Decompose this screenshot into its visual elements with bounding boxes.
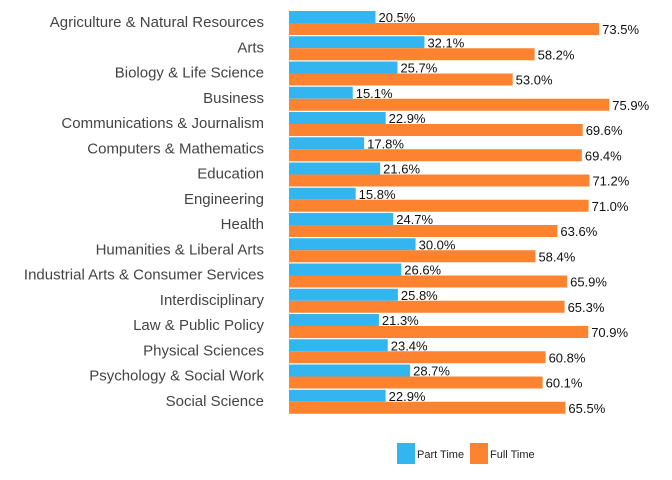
value-label-full-time: 53.0% (516, 73, 553, 88)
bar-part-time (289, 238, 416, 251)
legend-label-full-time: Full Time (490, 449, 535, 461)
value-label-full-time: 58.4% (538, 249, 575, 264)
category-label: Agriculture & Natural Resources (50, 14, 264, 31)
bar-full-time (289, 225, 558, 237)
bar-part-time (289, 61, 398, 74)
value-label-part-time: 15.1% (356, 86, 393, 101)
bar-part-time (289, 263, 402, 276)
category-label: Arts (237, 39, 264, 56)
category-label: Engineering (184, 191, 264, 208)
value-label-part-time: 15.8% (359, 187, 396, 202)
value-label-part-time: 17.8% (367, 136, 404, 151)
bar-full-time (289, 199, 589, 212)
value-label-part-time: 25.8% (401, 288, 438, 303)
bar-part-time (289, 11, 376, 23)
value-label-part-time: 20.5% (379, 10, 416, 25)
bar-full-time (289, 73, 513, 86)
legend-swatch-part-time (397, 443, 415, 464)
bar-part-time (289, 36, 425, 49)
legend: Part Time Full Time (397, 443, 535, 464)
category-label: Communications & Journalism (61, 115, 264, 132)
value-label-part-time: 21.3% (382, 313, 419, 328)
bar-full-time (289, 250, 536, 263)
category-label: Computers & Mathematics (87, 140, 264, 157)
value-label-full-time: 70.9% (591, 325, 628, 340)
bar-part-time (289, 288, 398, 301)
bar-full-time (289, 351, 546, 364)
value-label-full-time: 75.9% (612, 98, 649, 113)
value-label-part-time: 23.4% (391, 338, 428, 353)
value-label-part-time: 21.6% (383, 162, 420, 177)
bar-full-time (289, 149, 582, 162)
bar-part-time (289, 137, 365, 150)
value-label-full-time: 69.4% (585, 148, 622, 163)
category-label: Industrial Arts & Consumer Services (24, 267, 264, 284)
value-label-full-time: 63.6% (560, 224, 597, 239)
value-label-part-time: 24.7% (396, 212, 433, 227)
value-label-part-time: 30.0% (419, 237, 456, 252)
category-label: Law & Public Policy (133, 317, 264, 334)
category-label: Health (221, 216, 264, 233)
value-label-full-time: 65.9% (570, 275, 607, 290)
bar-full-time (289, 376, 543, 389)
bar-full-time (289, 326, 589, 338)
bar-full-time (289, 98, 610, 111)
value-label-full-time: 65.3% (568, 300, 605, 315)
category-label: Physical Sciences (143, 342, 264, 359)
bar-full-time (289, 300, 565, 313)
value-label-full-time: 71.0% (592, 199, 629, 214)
value-label-full-time: 69.6% (586, 123, 623, 138)
value-label-full-time: 60.8% (549, 350, 586, 365)
value-label-part-time: 32.1% (427, 35, 464, 50)
category-label: Humanities & Liberal Arts (96, 241, 264, 258)
category-label: Education (197, 166, 264, 183)
category-label: Biology & Life Science (115, 65, 264, 82)
legend-swatch-full-time (470, 443, 488, 464)
bar-part-time (289, 162, 381, 175)
value-label-part-time: 26.6% (404, 263, 441, 278)
bar-part-time (289, 389, 386, 402)
value-label-part-time: 22.9% (389, 389, 426, 404)
category-labels: Agriculture & Natural Resources Arts Biolo… (24, 14, 265, 410)
bar-full-time (289, 174, 590, 187)
value-label-part-time: 28.7% (413, 364, 450, 379)
bar-part-time (289, 187, 356, 200)
category-label: Business (203, 90, 264, 107)
bar-full-time (289, 48, 535, 61)
bar-part-time (289, 339, 388, 352)
bar-full-time (289, 275, 568, 288)
bar-part-time (289, 86, 353, 99)
bar-part-time (289, 112, 386, 124)
legend-label-part-time: Part Time (417, 449, 464, 461)
value-label-full-time: 58.2% (538, 47, 575, 62)
value-label-full-time: 65.5% (568, 401, 605, 416)
bar-part-time (289, 213, 394, 225)
value-labels: 20.5% 73.5% 32.1% 58.2% 25.7% 53.0% 15.1% 75.9%… (356, 10, 650, 416)
bar-part-time (289, 364, 411, 377)
value-label-part-time: 22.9% (389, 111, 426, 126)
bar-full-time (289, 23, 600, 35)
bar-full-time (289, 124, 583, 136)
category-label: Interdisciplinary (160, 292, 265, 309)
category-label: Social Science (166, 393, 264, 410)
value-label-full-time: 60.1% (546, 376, 583, 391)
value-label-part-time: 25.7% (400, 61, 437, 76)
category-label: Psychology & Social Work (89, 368, 264, 385)
value-label-full-time: 73.5% (602, 22, 639, 37)
bar-part-time (289, 314, 379, 326)
value-label-full-time: 71.2% (592, 174, 629, 189)
bar-full-time (289, 401, 566, 414)
bars (289, 11, 610, 414)
